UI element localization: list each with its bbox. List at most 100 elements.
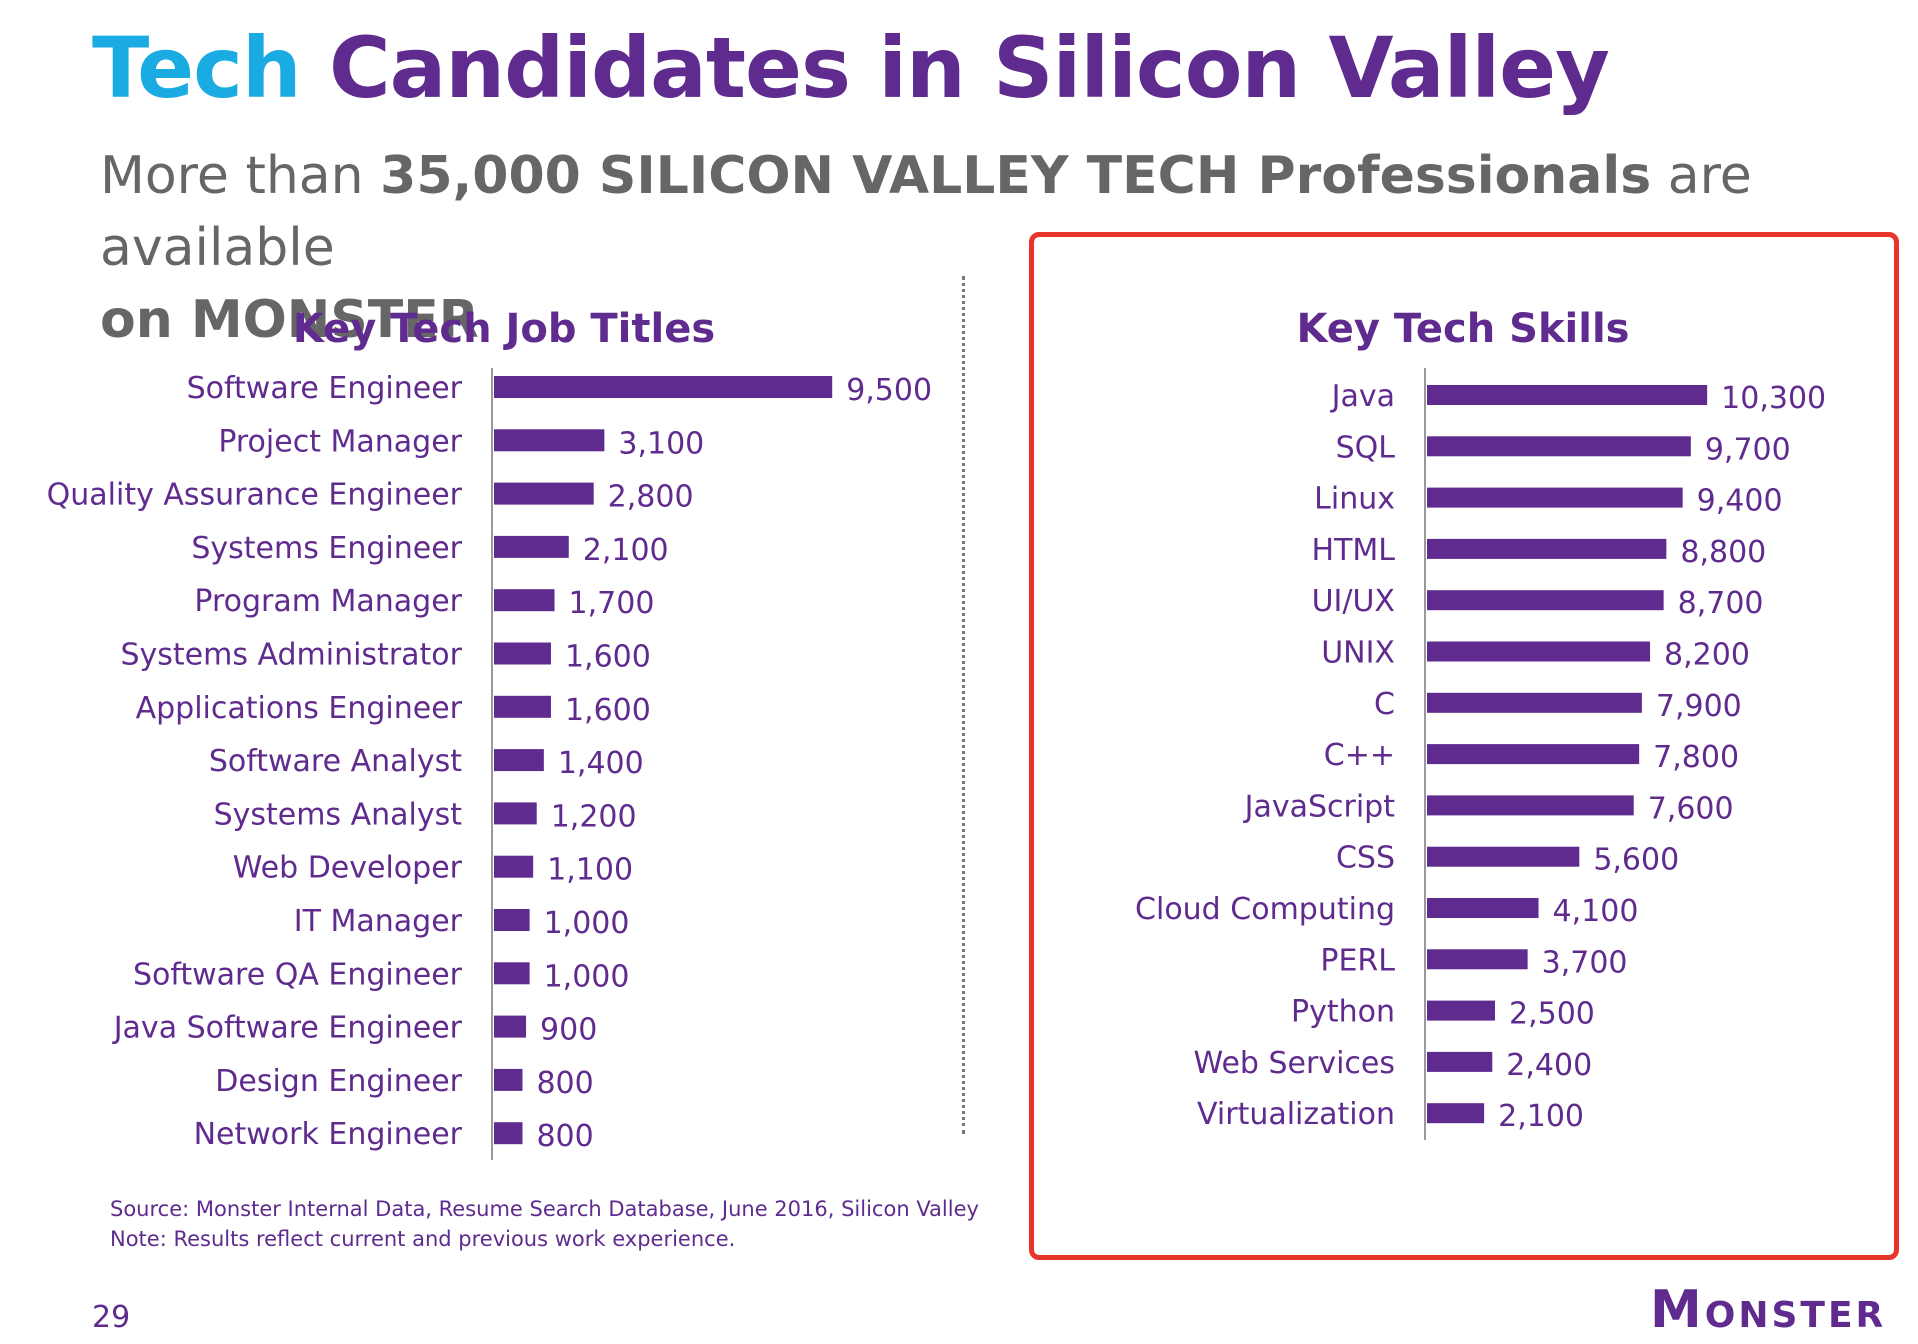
bar: [1427, 590, 1664, 611]
value-label: 1,400: [558, 746, 644, 781]
monster-logo: Monster: [1650, 1280, 1887, 1340]
category-label: JavaScript: [1243, 789, 1396, 824]
bar: [1427, 487, 1683, 508]
subtitle-bold: 35,000 SILICON VALLEY TECH Professionals: [380, 146, 1652, 206]
value-label: 7,900: [1656, 689, 1742, 724]
category-label: Systems Administrator: [120, 638, 462, 673]
job-titles-chart: Software Engineer 9,500 Project Manager 3,1…: [47, 368, 932, 1160]
value-label: 900: [540, 1013, 597, 1048]
category-label: C: [1374, 687, 1395, 722]
value-label: 2,100: [583, 533, 669, 568]
bar: [1427, 1000, 1495, 1021]
category-label: Software Engineer: [187, 371, 463, 406]
bar: [494, 909, 530, 931]
category-label: SQL: [1336, 430, 1396, 465]
value-label: 9,500: [846, 373, 932, 408]
subtitle-middle: are available: [100, 146, 1752, 278]
experience-note: Note: Results reflect current and previo…: [110, 1227, 736, 1251]
value-label: 1,200: [551, 799, 637, 834]
category-label: Systems Engineer: [191, 531, 462, 566]
value-label: 4,100: [1553, 894, 1639, 929]
bar: [1427, 1051, 1493, 1072]
bar: [494, 482, 594, 505]
category-label: PERL: [1320, 943, 1395, 978]
category-label: Systems Analyst: [214, 797, 463, 832]
value-label: 1,600: [565, 693, 651, 728]
bar: [1427, 692, 1642, 713]
category-label: CSS: [1336, 841, 1395, 876]
category-label: Virtualization: [1197, 1097, 1395, 1132]
category-label: C++: [1324, 738, 1395, 773]
category-label: Software Analyst: [209, 744, 462, 779]
value-label: 2,800: [608, 480, 694, 515]
value-label: 8,700: [1678, 586, 1764, 621]
subtitle-prefix: More than: [100, 146, 381, 206]
category-label: Applications Engineer: [136, 691, 463, 726]
value-label: 8,800: [1680, 535, 1766, 570]
bar: [1427, 436, 1691, 457]
value-label: 8,200: [1664, 638, 1750, 673]
bar: [1427, 949, 1528, 970]
value-label: 800: [536, 1119, 593, 1154]
category-label: Software QA Engineer: [133, 957, 463, 992]
bar: [494, 642, 551, 665]
category-label: Quality Assurance Engineer: [47, 478, 463, 513]
bar: [494, 802, 537, 825]
bar: [494, 962, 530, 985]
value-label: 1,600: [565, 640, 651, 675]
value-label: 3,100: [618, 426, 704, 461]
value-label: 1,700: [569, 586, 655, 621]
page-title: Tech Candidates in Silicon Valley: [92, 19, 1610, 117]
bar: [1427, 641, 1651, 662]
value-label: 9,400: [1697, 484, 1783, 519]
bar: [494, 1015, 527, 1038]
value-label: 7,600: [1648, 791, 1734, 826]
bar: [1427, 795, 1634, 816]
category-label: Web Developer: [233, 851, 463, 886]
category-label: Java Software Engineer: [112, 1011, 463, 1046]
category-label: UNIX: [1321, 636, 1395, 671]
value-label: 10,300: [1721, 381, 1826, 416]
category-label: Cloud Computing: [1135, 892, 1395, 927]
subtitle-bold-end: on MONSTER: [100, 290, 479, 350]
value-label: 1,000: [544, 906, 630, 941]
skills-chart: Java 10,300 SQL 9,700 Linux 9,400 HTML 8,800 UI/…: [1135, 368, 1826, 1140]
value-label: 9,700: [1705, 432, 1791, 467]
category-label: Python: [1291, 995, 1395, 1030]
bar: [494, 749, 544, 772]
value-label: 1,000: [544, 959, 630, 994]
category-label: Java: [1330, 379, 1395, 414]
bar: [1427, 385, 1708, 405]
bar: [1427, 744, 1640, 765]
bar: [1427, 538, 1667, 559]
skills-highlight-box: [1029, 232, 1899, 1260]
bar: [1427, 846, 1580, 867]
category-label: UI/UX: [1312, 584, 1395, 619]
bar: [1427, 898, 1539, 918]
bar: [494, 589, 555, 612]
category-label: Linux: [1314, 482, 1395, 517]
bar: [1427, 1103, 1485, 1124]
value-label: 7,800: [1653, 740, 1739, 775]
title-rest: Candidates in Silicon Valley: [328, 19, 1610, 117]
category-label: HTML: [1312, 533, 1396, 568]
bar: [494, 855, 534, 878]
value-label: 2,400: [1506, 1048, 1592, 1083]
page-subtitle: More than 35,000 SILICON VALLEY TECH Pro…: [100, 140, 1880, 356]
category-label: Project Manager: [218, 424, 462, 459]
bar: [494, 429, 605, 452]
bar: [494, 535, 569, 558]
source-note: Source: Monster Internal Data, Resume Se…: [110, 1197, 979, 1221]
category-label: Design Engineer: [215, 1064, 462, 1099]
value-label: 3,700: [1542, 945, 1628, 980]
value-label: 5,600: [1593, 843, 1679, 878]
category-label: IT Manager: [294, 904, 463, 939]
category-label: Web Services: [1194, 1046, 1395, 1081]
value-label: 800: [536, 1066, 593, 1101]
category-label: Network Engineer: [194, 1117, 463, 1152]
value-label: 2,100: [1498, 1099, 1584, 1134]
bar: [494, 695, 551, 718]
job-titles-chart-title: Key Tech Job Titles: [292, 306, 716, 352]
value-label: 2,500: [1509, 997, 1595, 1032]
title-accent: Tech: [92, 19, 302, 117]
